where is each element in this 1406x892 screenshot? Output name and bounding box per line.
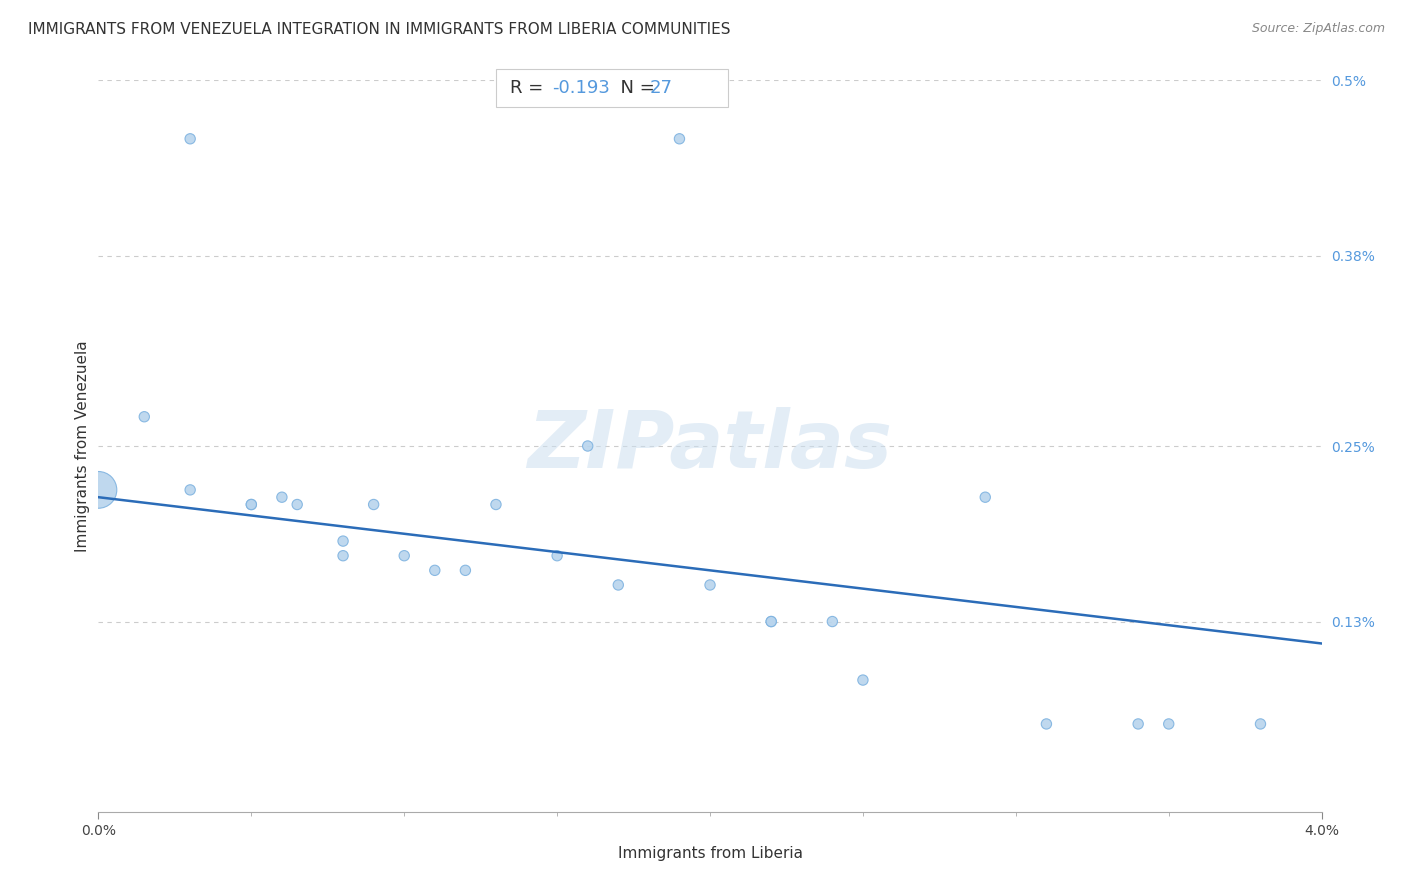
Point	[759, 615, 782, 629]
Point	[668, 132, 690, 146]
Point	[423, 563, 446, 577]
Point	[759, 615, 782, 629]
Text: IMMIGRANTS FROM VENEZUELA INTEGRATION IN IMMIGRANTS FROM LIBERIA COMMUNITIES: IMMIGRANTS FROM VENEZUELA INTEGRATION IN…	[28, 22, 731, 37]
Point	[454, 563, 477, 577]
Point	[821, 615, 844, 629]
Point	[179, 132, 201, 146]
X-axis label: Immigrants from Liberia: Immigrants from Liberia	[617, 846, 803, 861]
Point	[332, 534, 354, 549]
Point	[134, 409, 156, 424]
Text: -0.193: -0.193	[553, 78, 610, 96]
Point	[852, 673, 875, 687]
Point	[179, 483, 201, 497]
Point	[699, 578, 721, 592]
Y-axis label: Immigrants from Venezuela: Immigrants from Venezuela	[75, 340, 90, 552]
Point	[392, 549, 416, 563]
Text: 27: 27	[650, 78, 672, 96]
Text: ZIPatlas: ZIPatlas	[527, 407, 893, 485]
Text: N =: N =	[609, 78, 659, 96]
Point	[363, 498, 385, 512]
Point	[1157, 717, 1180, 731]
Point	[607, 578, 630, 592]
Point	[485, 498, 508, 512]
Point	[285, 498, 308, 512]
Point	[546, 549, 568, 563]
Point	[974, 490, 997, 504]
Point	[240, 498, 263, 512]
Point	[270, 490, 294, 504]
Point	[87, 483, 110, 497]
Point	[240, 498, 263, 512]
Text: Source: ZipAtlas.com: Source: ZipAtlas.com	[1251, 22, 1385, 36]
Point	[1128, 717, 1150, 731]
Point	[332, 549, 354, 563]
Text: R =: R =	[510, 78, 550, 96]
Point	[576, 439, 599, 453]
Point	[1249, 717, 1271, 731]
Point	[1035, 717, 1057, 731]
